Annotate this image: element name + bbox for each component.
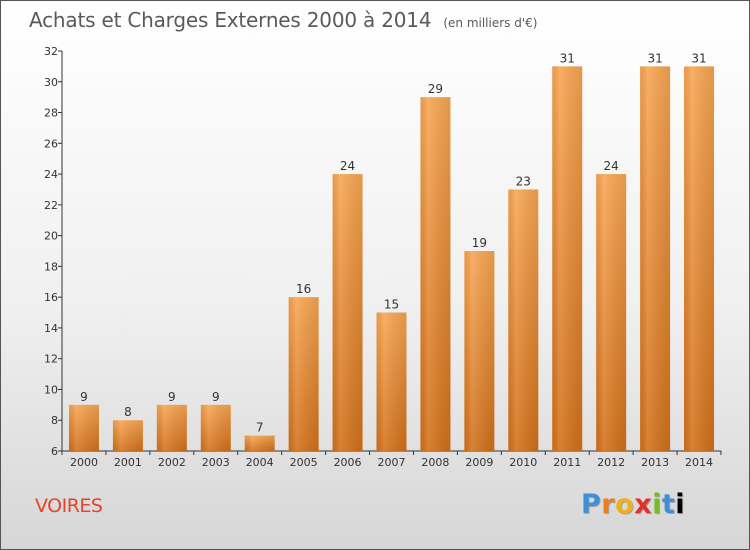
bar-sheen [244,435,275,451]
value-label: 31 [560,51,575,65]
bar-sheen [68,404,99,451]
logo-letter: i [675,489,686,520]
y-tick-label: 6 [51,445,58,458]
x-tick-label: 2007 [378,456,406,469]
y-tick-label: 12 [44,353,58,366]
logo-letter: x [634,489,653,520]
x-tick-label: 2011 [553,456,581,469]
y-tick-label: 16 [44,291,58,304]
value-label: 19 [472,236,487,250]
bar-sheen [464,251,495,451]
x-tick-label: 2014 [685,456,713,469]
bar-sheen [420,97,451,452]
bar-sheen [508,189,539,451]
x-axis: 2000 2001 2002 2003 2004 2005 2006 2007 2008 2009… [61,450,722,469]
value-label: 31 [647,51,662,65]
logo-letter: o [615,489,635,520]
value-label: 31 [691,51,706,65]
y-tick-label: 10 [44,383,58,396]
y-tick-label: 30 [44,76,58,89]
logo-letter: P [581,489,602,520]
x-tick-label: 2005 [290,456,318,469]
proxiti-logo[interactable]: Proxiti [581,489,685,520]
value-label: 15 [384,298,399,312]
x-tick-label: 2010 [509,456,537,469]
chart-title: Achats et Charges Externes 2000 à 2014 (e… [29,8,537,32]
y-axis: 6 8 10 12 14 16 18 20 22 24 26 28 30 32 [44,45,63,458]
value-label: 16 [296,282,311,296]
logo-letter: t [661,489,676,520]
y-tick-label: 24 [44,168,58,181]
bar-sheen [156,404,187,451]
value-label: 7 [256,421,264,435]
y-tick-label: 8 [51,414,58,427]
value-label: 8 [124,405,132,419]
logo-letter: i [652,489,662,520]
value-label: 24 [604,159,619,173]
x-tick-label: 2008 [421,456,449,469]
x-tick-label: 2000 [70,456,98,469]
x-tick-label: 2012 [597,456,625,469]
bar-sheen [640,66,671,451]
y-tick-label: 14 [44,322,58,335]
y-tick-label: 22 [44,199,58,212]
chart-title-main: Achats et Charges Externes 2000 à 2014 [29,8,432,32]
value-label: 23 [516,174,531,188]
value-label: 24 [340,159,355,173]
bar-series [68,66,715,452]
value-label: 29 [428,82,443,96]
y-tick-label: 20 [44,230,58,243]
x-tick-label: 2009 [465,456,493,469]
value-label: 9 [80,390,88,404]
bar-sheen [684,66,715,451]
x-tick-label: 2004 [246,456,274,469]
x-tick-label: 2006 [334,456,362,469]
bar-sheen [200,404,231,451]
value-labels: 9 8 9 9 7 16 24 15 29 19 23 31 24 31 31 [80,51,707,434]
y-tick-label: 32 [44,45,58,58]
bar-sheen [552,66,583,451]
commune-name: VOIRES [35,495,103,517]
bar-sheen [376,312,407,451]
y-tick-label: 28 [44,107,58,120]
y-tick-label: 26 [44,137,58,150]
x-tick-label: 2001 [114,456,142,469]
logo-letter: r [601,489,616,520]
y-tick-label: 18 [44,260,58,273]
value-label: 9 [212,390,220,404]
bar-sheen [112,420,143,451]
bar-sheen [596,174,627,452]
x-tick-label: 2003 [202,456,230,469]
x-tick-label: 2002 [158,456,186,469]
chart-title-unit: (en milliers d'€) [443,16,538,30]
bar-sheen [288,297,319,451]
x-tick-label: 2013 [641,456,669,469]
value-label: 9 [168,390,176,404]
bar-sheen [332,174,363,452]
